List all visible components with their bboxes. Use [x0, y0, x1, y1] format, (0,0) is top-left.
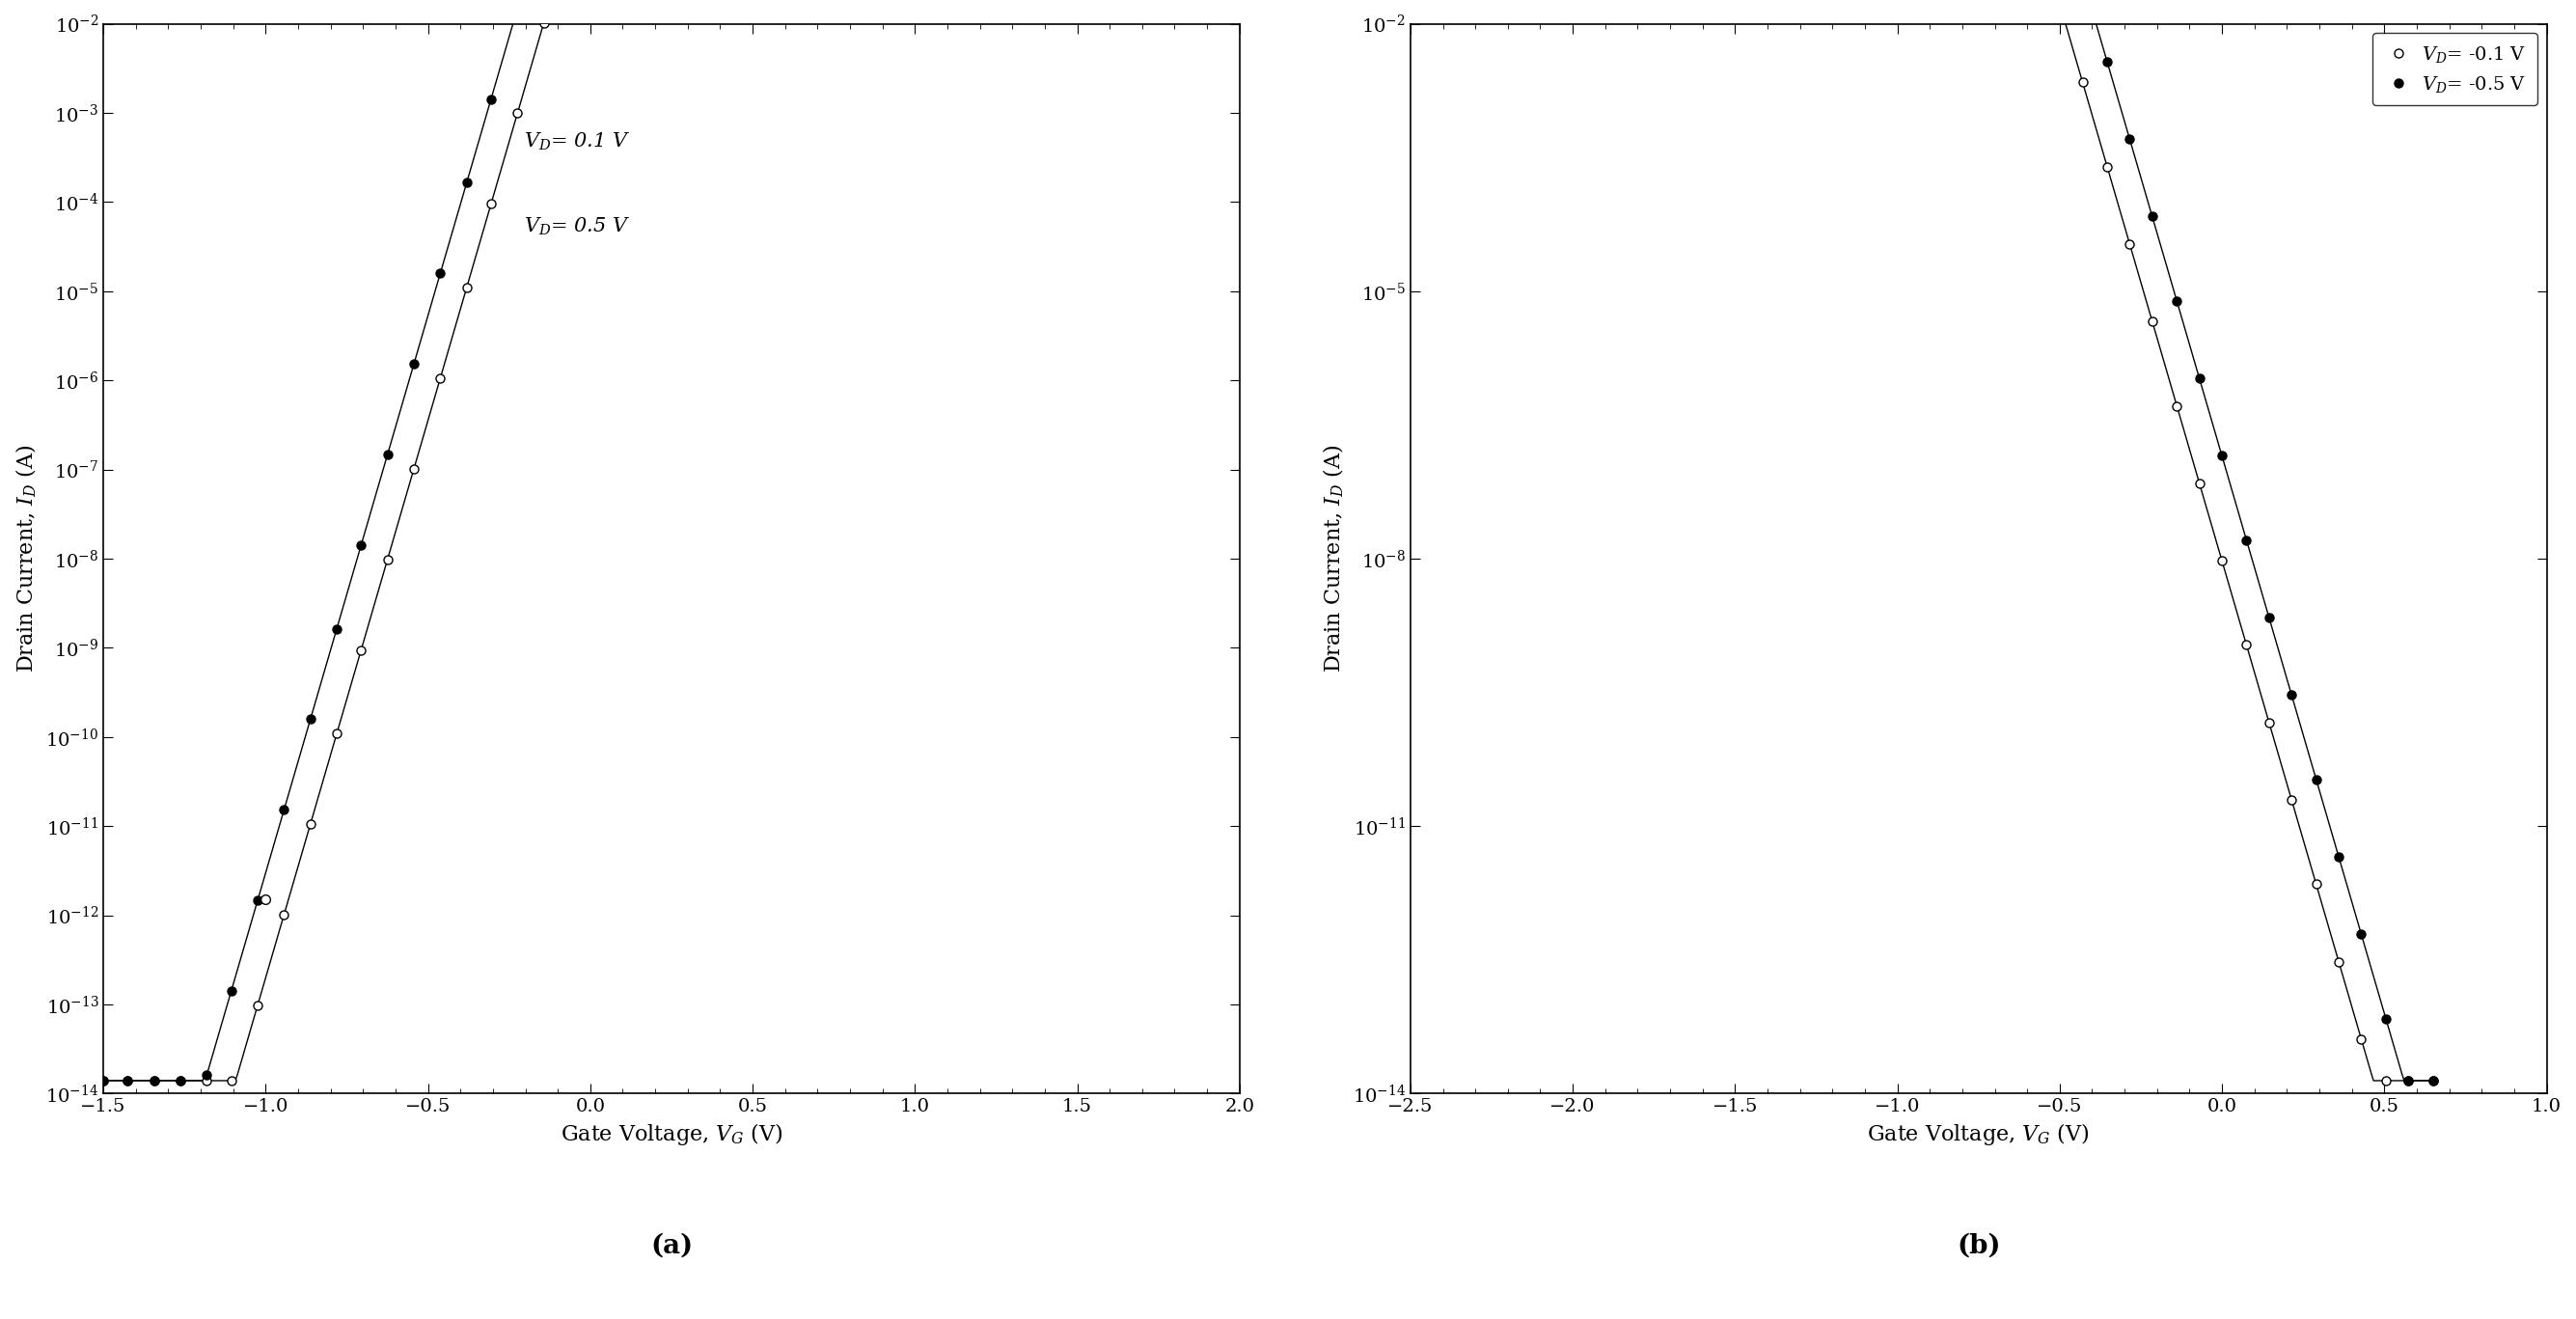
- $V_D$= -0.1 V: [2277, 791, 2308, 807]
- Y-axis label: Drain Current, $I_D$ (A): Drain Current, $I_D$ (A): [15, 445, 39, 673]
- $V_D$= -0.5 V: [2161, 293, 2192, 309]
- $V_D$= -0.5 V: [2184, 371, 2215, 386]
- $V_D$= -0.1 V: [2136, 314, 2166, 330]
- $V_D$= -0.5 V: [2092, 54, 2123, 70]
- Y-axis label: Drain Current, $I_D$ (A): Drain Current, $I_D$ (A): [1321, 445, 1345, 673]
- $V_D$= -0.1 V: [2370, 1072, 2401, 1088]
- $V_D$= -0.1 V: [2347, 1031, 2378, 1047]
- $V_D$= -0.5 V: [2231, 532, 2262, 547]
- $V_D$= -0.1 V: [2393, 1072, 2424, 1088]
- $V_D$= -0.5 V: [2416, 1072, 2447, 1088]
- Legend: $V_D$= -0.1 V, $V_D$= -0.5 V: $V_D$= -0.1 V, $V_D$= -0.5 V: [2372, 33, 2537, 106]
- $V_D$= -0.5 V: [2277, 687, 2308, 703]
- $V_D$= -0.5 V: [2208, 447, 2239, 463]
- $V_D$= -0.1 V: [2416, 1072, 2447, 1088]
- $V_D$= -0.1 V: [2066, 74, 2097, 90]
- $V_D$= -0.1 V: [2300, 876, 2331, 892]
- $V_D$= -0.5 V: [2393, 1072, 2424, 1088]
- $V_D$= -0.5 V: [2324, 849, 2354, 865]
- $V_D$= -0.1 V: [2254, 715, 2285, 731]
- $V_D$= -0.5 V: [2254, 609, 2285, 625]
- $V_D$= -0.1 V: [2324, 954, 2354, 969]
- $V_D$= -0.5 V: [2136, 208, 2166, 224]
- Text: (b): (b): [1958, 1233, 2002, 1258]
- $V_D$= -0.1 V: [2115, 236, 2146, 252]
- $V_D$= -0.1 V: [2208, 553, 2239, 568]
- $V_D$= -0.5 V: [2115, 131, 2146, 146]
- Text: $V_D$= 0.5 V: $V_D$= 0.5 V: [523, 216, 631, 237]
- Line: $V_D$= -0.1 V: $V_D$= -0.1 V: [1406, 0, 2437, 1086]
- Text: $V_D$= 0.1 V: $V_D$= 0.1 V: [523, 131, 631, 152]
- $V_D$= -0.1 V: [2184, 475, 2215, 491]
- Text: (a): (a): [649, 1233, 693, 1258]
- $V_D$= -0.5 V: [2300, 772, 2331, 787]
- $V_D$= -0.1 V: [2045, 0, 2076, 13]
- X-axis label: Gate Voltage, $V_G$ (V): Gate Voltage, $V_G$ (V): [1868, 1121, 2089, 1148]
- X-axis label: Gate Voltage, $V_G$ (V): Gate Voltage, $V_G$ (V): [559, 1121, 783, 1148]
- $V_D$= -0.5 V: [2347, 926, 2378, 942]
- $V_D$= -0.5 V: [2370, 1010, 2401, 1026]
- $V_D$= -0.1 V: [2161, 398, 2192, 414]
- $V_D$= -0.1 V: [2092, 158, 2123, 174]
- $V_D$= -0.1 V: [2231, 637, 2262, 653]
- Line: $V_D$= -0.5 V: $V_D$= -0.5 V: [1406, 0, 2437, 1086]
